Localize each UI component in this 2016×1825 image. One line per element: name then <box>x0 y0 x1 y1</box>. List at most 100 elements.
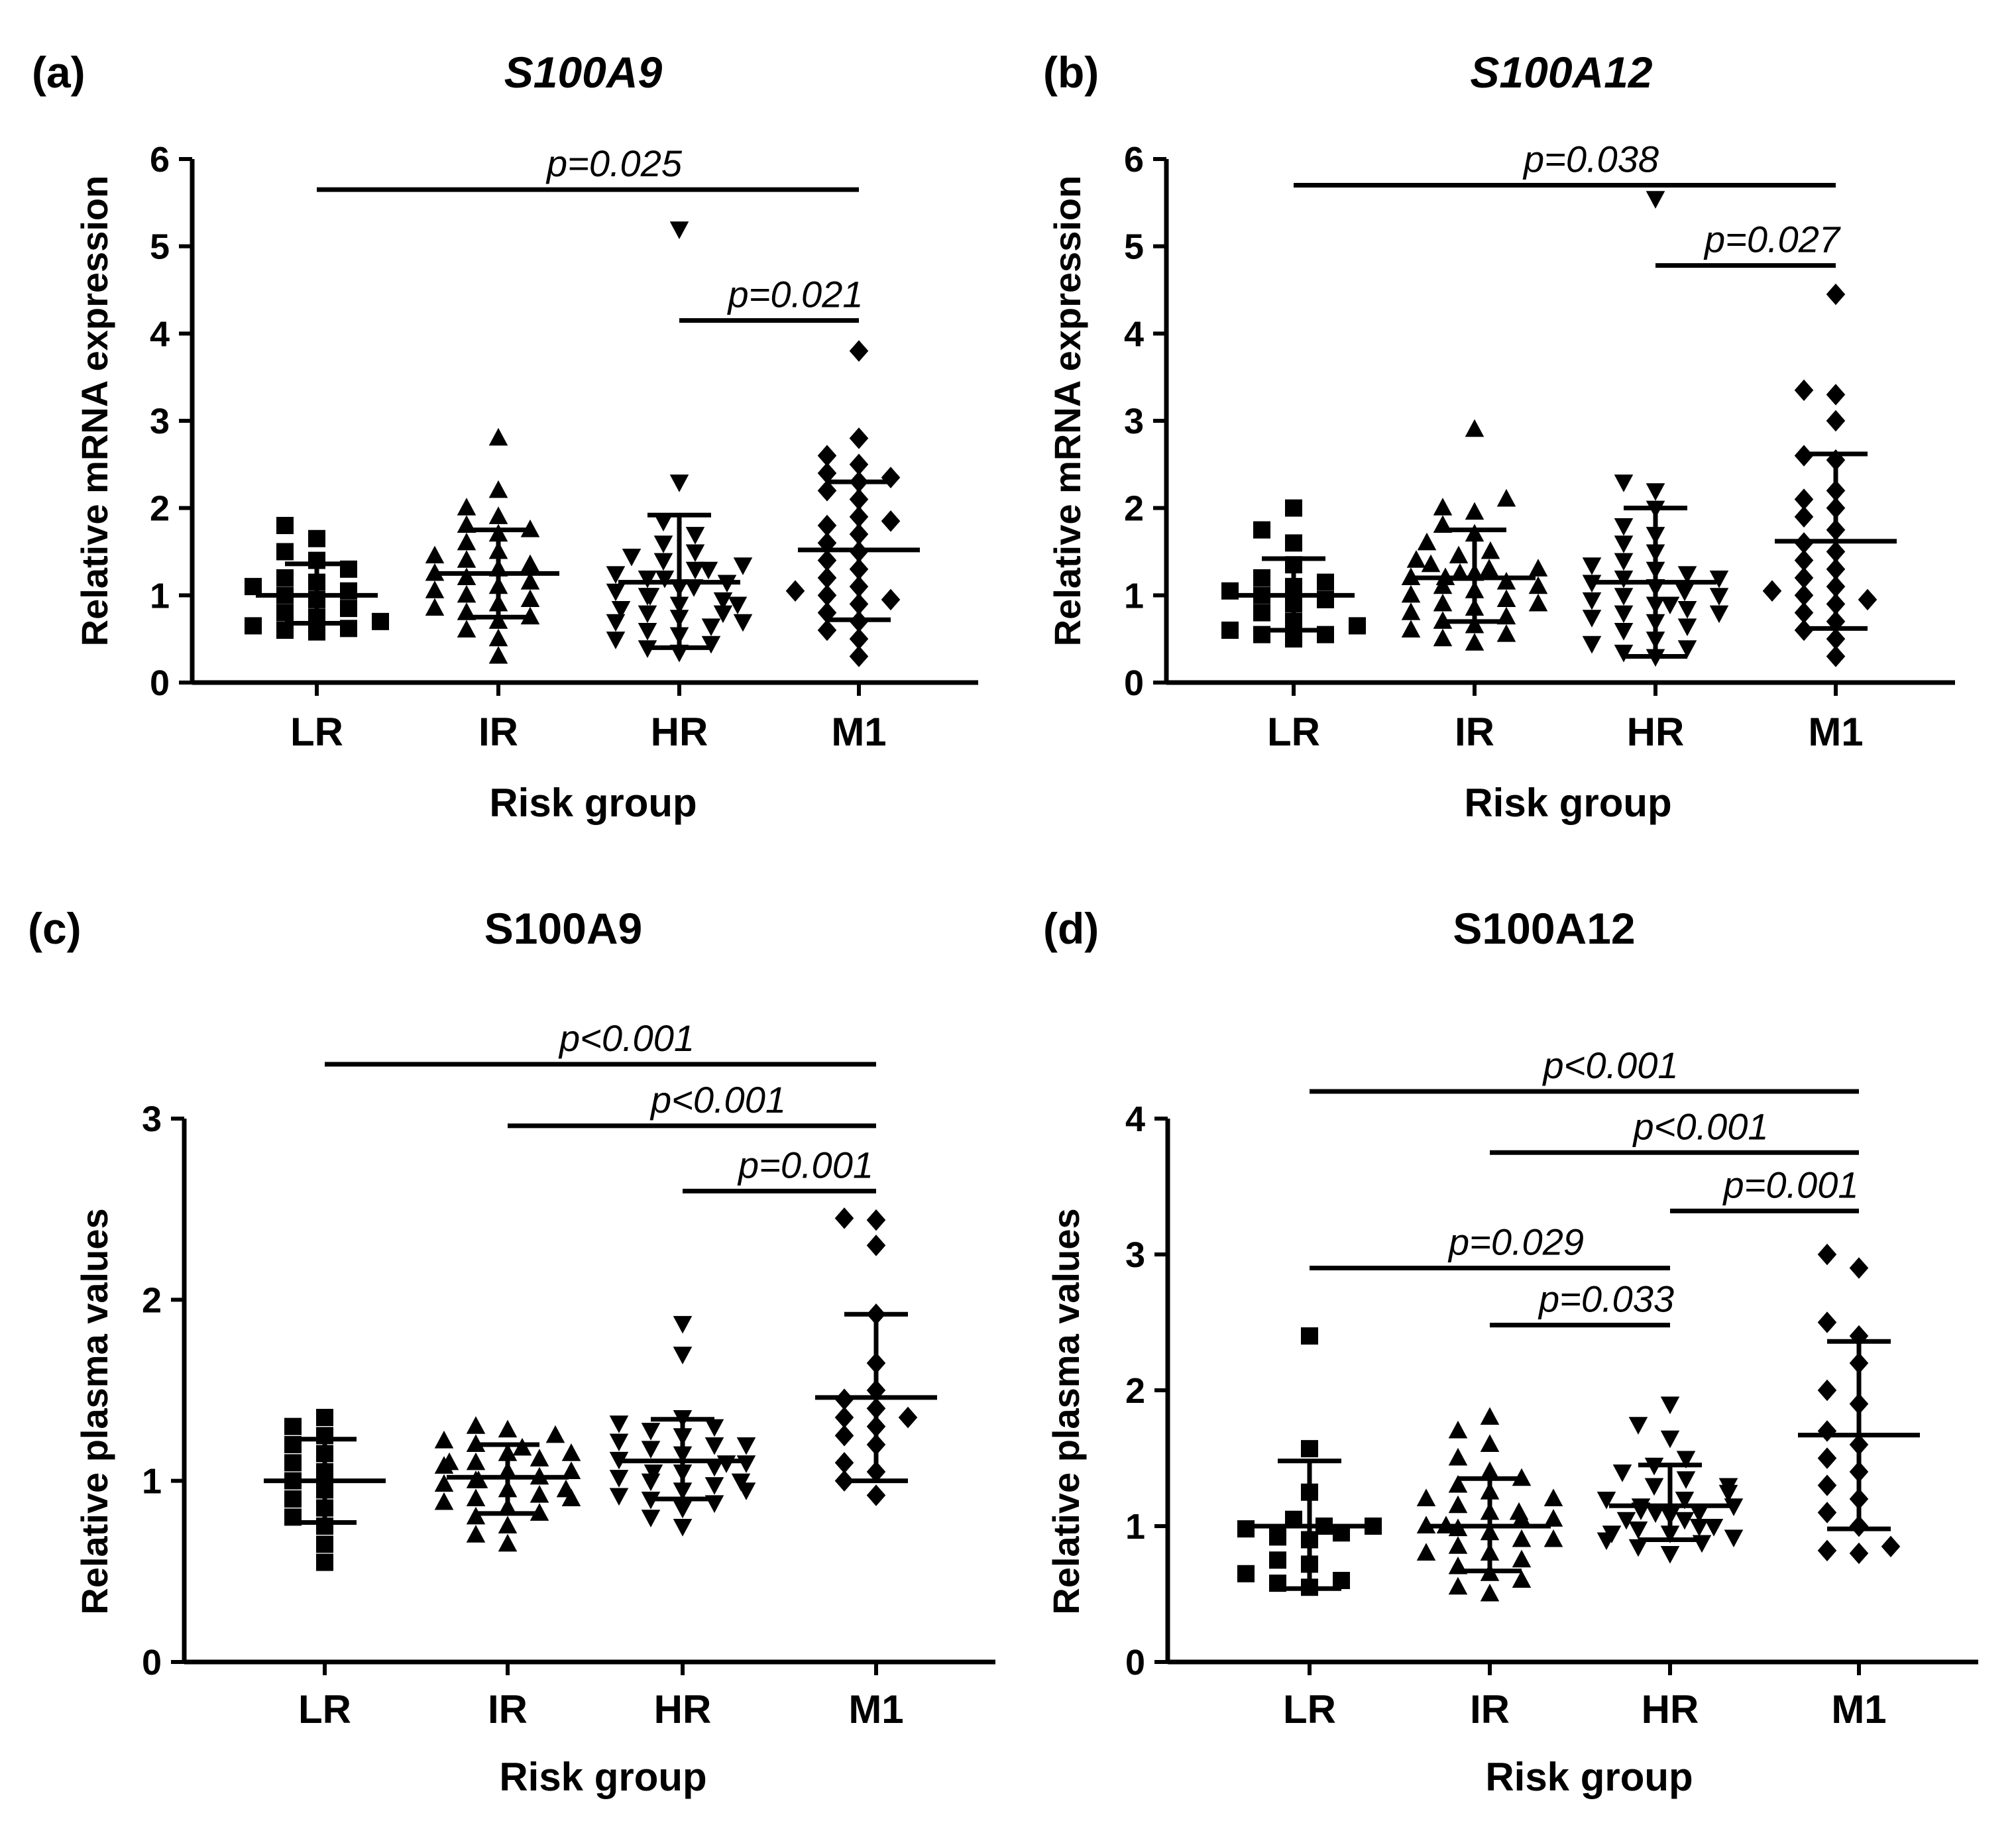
panel-d-point-ir <box>1448 1474 1468 1493</box>
panel-a: (a) S100A9 Relative mRNA expression Risk… <box>32 48 978 825</box>
panel-a-point-m1 <box>849 628 869 650</box>
panel-a-xtick-label: HR <box>651 710 708 754</box>
panel-c-point-hr <box>609 1433 629 1452</box>
panel-b-ylabel: Relative mRNA expression <box>1046 176 1088 647</box>
panel-d-ytick-label: 3 <box>1125 1235 1145 1275</box>
panel-c-title: S100A9 <box>484 904 643 953</box>
panel-a-point-lr <box>308 529 325 547</box>
panel-d-point-hr <box>1602 1525 1622 1543</box>
panel-a-point-m1 <box>881 588 901 611</box>
panel-d-point-hr <box>1724 1529 1744 1547</box>
panel-c-point-ir <box>434 1430 454 1449</box>
panel-d-point-ir <box>1480 1461 1500 1480</box>
panel-d-point-m1 <box>1817 1243 1837 1266</box>
panel-c-point-hr <box>673 1518 693 1537</box>
panel-b-point-ir <box>1528 576 1548 594</box>
panel-d-point-hr <box>1628 1521 1648 1539</box>
panel-a-point-hr <box>685 561 705 580</box>
panel-d-point-hr <box>1676 1451 1696 1469</box>
panel-c-point-m1 <box>834 1425 854 1447</box>
panel-c-point-ir <box>545 1425 565 1443</box>
panel-d-point-lr <box>1301 1327 1318 1345</box>
panel-b-point-ir <box>1465 502 1484 520</box>
panel-b-ytick-label: 0 <box>1124 663 1144 703</box>
panel-a-point-hr <box>611 601 631 619</box>
panel-b-point-hr <box>1582 610 1602 628</box>
panel-a-point-ir <box>488 628 508 647</box>
panel-d-point-lr <box>1301 1440 1318 1458</box>
panel-b-title: S100A12 <box>1470 48 1653 97</box>
panel-b-xtick-label: HR <box>1627 710 1685 754</box>
panel-b-point-ir <box>1528 593 1548 612</box>
panel-a-point-m1 <box>817 584 837 606</box>
panel-a-point-lr <box>372 612 389 630</box>
panel-b-point-m1 <box>1826 283 1846 305</box>
panel-c-plot: 0 1 2 3 LR IR HR M1 p<0.001 p<0.001 p=0.001 <box>142 1017 995 1732</box>
panel-a-point-lr <box>276 604 294 622</box>
panel-d-point-hr <box>1616 1512 1636 1530</box>
panel-a-pvalue-label: p=0.025 <box>545 142 683 184</box>
panel-c-point-ir <box>530 1484 549 1503</box>
panel-d-pvalue-label: p<0.001 <box>1632 1105 1769 1147</box>
panel-b-point-hr <box>1614 644 1634 663</box>
panel-d-point-ir <box>1543 1488 1563 1507</box>
panel-a-xtick-label: IR <box>478 710 518 754</box>
panel-a-point-hr <box>606 583 626 602</box>
panel-d-point-m1 <box>1881 1535 1901 1557</box>
panel-d-point-ir <box>1448 1447 1468 1466</box>
panel-a-point-m1 <box>785 580 805 602</box>
panel-a-point-ir <box>488 480 508 498</box>
panel-b-point-hr <box>1677 618 1697 637</box>
panel-d-point-lr <box>1333 1572 1350 1589</box>
panel-b-point-m1 <box>1794 506 1814 528</box>
panel-c-point-ir <box>466 1452 486 1470</box>
panel-b-point-hr <box>1582 636 1602 654</box>
panel-c-point-ir <box>561 1488 581 1507</box>
panel-c-point-lr <box>316 1553 333 1571</box>
panel-a-xtick-label: M1 <box>831 710 886 754</box>
panel-a-point-hr <box>653 553 673 571</box>
panel-a-point-hr <box>733 614 753 632</box>
panel-b-point-lr <box>1317 573 1334 591</box>
panel-c-pvalue-label: p=0.001 <box>737 1144 873 1186</box>
panel-b-point-hr <box>1614 553 1634 571</box>
panel-a-point-ir <box>425 581 445 598</box>
panel-a-ytick-label: 1 <box>150 576 170 616</box>
panel-b-plot: 0 1 2 3 4 5 6 LR IR HR M1 p=0.038 p=0.027 <box>1124 138 1955 754</box>
panel-c-ytick-label: 2 <box>142 1280 162 1320</box>
panel-d-point-ir <box>1480 1407 1500 1425</box>
panel-b-point-m1 <box>1794 584 1814 606</box>
panel-a-point-ir <box>457 584 476 603</box>
panel-d-pvalue-label: p=0.029 <box>1447 1221 1584 1263</box>
panel-c-point-ir <box>466 1488 486 1507</box>
panel-d-point-hr <box>1660 1430 1680 1449</box>
panel-d-xtick-label: M1 <box>1831 1687 1886 1732</box>
panel-a-point-ir <box>488 506 508 524</box>
panel-b-ytick-label: 4 <box>1124 314 1144 354</box>
panel-c-point-m1 <box>866 1484 886 1506</box>
panel-b-point-ir <box>1481 541 1500 559</box>
panel-b-point-ir <box>1496 624 1516 642</box>
panel-c-point-ir <box>530 1449 549 1466</box>
panel-d-point-m1 <box>1817 1379 1837 1402</box>
panel-a-point-lr <box>276 543 294 561</box>
panel-a-point-m1 <box>817 549 837 571</box>
panel-c-ytick-label: 1 <box>142 1462 162 1502</box>
panel-b-point-ir <box>1465 615 1484 634</box>
panel-c-point-ir <box>434 1492 454 1510</box>
panel-d-ytick-label: 4 <box>1125 1099 1145 1139</box>
panel-c-point-hr <box>704 1477 724 1495</box>
panel-b-point-hr <box>1677 566 1697 584</box>
panel-a-point-hr <box>669 474 689 492</box>
panel-a-point-hr <box>685 527 705 545</box>
panel-d-point-hr <box>1675 1491 1695 1510</box>
panel-b-ytick-label: 6 <box>1124 140 1144 180</box>
panel-b-point-lr <box>1285 534 1302 552</box>
panel-b-point-m1 <box>1794 379 1814 402</box>
panel-b-pvalue-label: p=0.038 <box>1522 138 1659 180</box>
panel-b-point-lr <box>1253 604 1270 622</box>
panel-b-point-ir <box>1496 589 1516 607</box>
panel-b-point-hr <box>1709 570 1729 588</box>
